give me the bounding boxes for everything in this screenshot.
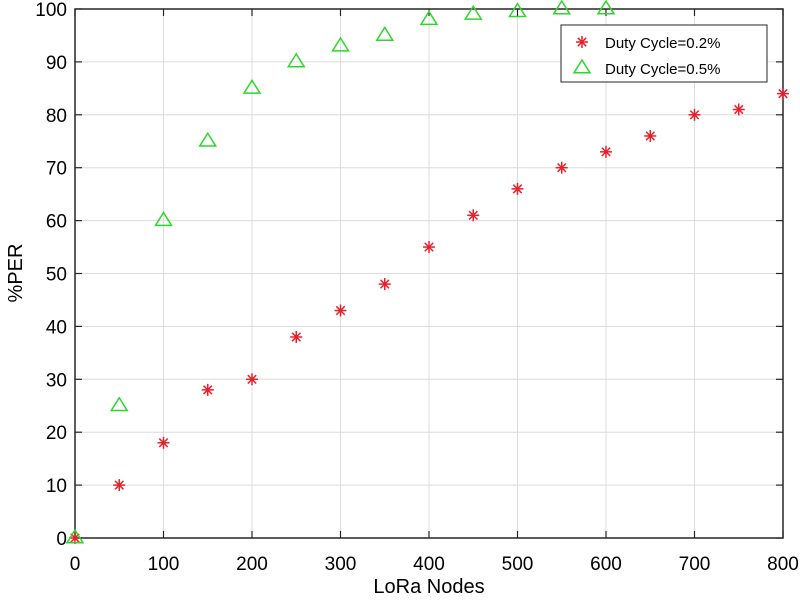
legend-box bbox=[560, 24, 768, 83]
data-point-duty-0.2 bbox=[688, 108, 701, 121]
data-point-duty-0.5 bbox=[65, 528, 85, 544]
y-tick-label: 20 bbox=[46, 423, 67, 444]
data-point-duty-0.5 bbox=[286, 52, 306, 68]
asterisk-stroke bbox=[468, 210, 478, 221]
x-tick-label: 600 bbox=[590, 554, 622, 575]
data-point-duty-0.5 bbox=[552, 0, 572, 15]
asterisk-stroke bbox=[577, 37, 587, 47]
ticks: 0 100 200 300 400 500 600 700 800 0 10 20 30 40 50 60 70… bbox=[35, 0, 799, 575]
legend: Duty Cycle=0.2% Duty Cycle=0.5% bbox=[560, 24, 768, 83]
data-point-duty-0.5 bbox=[198, 131, 218, 147]
asterisk-stroke bbox=[778, 88, 788, 99]
data-marks bbox=[65, 0, 789, 544]
data-point-duty-0.5 bbox=[375, 26, 395, 41]
asterisk-stroke bbox=[645, 131, 655, 141]
data-point-duty-0.2 bbox=[467, 209, 480, 222]
data-point-duty-0.2 bbox=[423, 241, 435, 254]
x-tick-label: 100 bbox=[148, 554, 180, 575]
x-tick-label: 400 bbox=[413, 554, 445, 575]
data-point-duty-0.2 bbox=[113, 479, 126, 492]
asterisk-stroke bbox=[557, 162, 567, 173]
data-point-duty-0.2 bbox=[201, 383, 214, 396]
x-tick-label: 0 bbox=[70, 554, 81, 575]
asterisk-stroke bbox=[512, 184, 523, 194]
data-point-duty-0.2 bbox=[555, 161, 568, 174]
data-point-duty-0.5 bbox=[596, 0, 616, 15]
data-point-duty-0.2 bbox=[378, 278, 391, 291]
y-tick-label: 10 bbox=[46, 476, 67, 497]
data-point-duty-0.2 bbox=[644, 129, 657, 142]
x-tick-label: 200 bbox=[236, 554, 268, 575]
y-tick-label: 30 bbox=[46, 370, 67, 391]
y-tick-label: 0 bbox=[56, 529, 67, 550]
y-tick-label: 70 bbox=[46, 159, 67, 180]
legend-label-0: Duty Cycle=0.2% bbox=[605, 35, 720, 52]
x-tick-label: 500 bbox=[502, 554, 534, 575]
grid bbox=[74, 8, 784, 539]
data-point-duty-0.5 bbox=[109, 396, 129, 412]
data-point-duty-0.5 bbox=[463, 4, 483, 20]
asterisk-stroke bbox=[114, 480, 124, 490]
data-point-duty-0.2 bbox=[246, 373, 258, 386]
asterisk-stroke bbox=[203, 385, 213, 395]
y-tick-label: 100 bbox=[35, 0, 67, 21]
y-tick-label: 60 bbox=[46, 212, 67, 233]
asterisk-stroke bbox=[424, 242, 434, 252]
x-tick-label: 800 bbox=[767, 554, 799, 575]
legend-marker-asterisk bbox=[576, 36, 588, 48]
data-point-duty-0.2 bbox=[732, 103, 745, 116]
asterisk-stroke bbox=[734, 104, 744, 115]
y-tick-label: 40 bbox=[46, 317, 67, 338]
legend-marker-triangle bbox=[572, 58, 592, 74]
asterisk-stroke bbox=[247, 374, 257, 385]
data-point-duty-0.5 bbox=[419, 10, 439, 26]
data-point-duty-0.2 bbox=[511, 182, 524, 195]
asterisk-stroke bbox=[291, 332, 301, 342]
asterisk-stroke bbox=[601, 147, 611, 157]
legend-label-1: Duty Cycle=0.5% bbox=[605, 61, 720, 78]
data-point-duty-0.5 bbox=[331, 36, 350, 52]
triangle-icon bbox=[572, 58, 592, 74]
data-point-duty-0.2 bbox=[157, 436, 170, 449]
x-tick-label: 300 bbox=[325, 554, 357, 575]
data-point-duty-0.5 bbox=[242, 78, 262, 94]
data-point-duty-0.5 bbox=[508, 2, 527, 18]
data-point-duty-0.2 bbox=[777, 87, 789, 100]
y-tick-label: 90 bbox=[46, 53, 67, 74]
asterisk-stroke bbox=[689, 110, 700, 120]
asterisk-stroke bbox=[380, 279, 390, 289]
asterisk-stroke bbox=[335, 305, 346, 316]
data-point-duty-0.5 bbox=[154, 211, 173, 227]
asterisk-stroke bbox=[158, 438, 169, 448]
y-axis-label: %PER bbox=[5, 244, 27, 303]
asterisk-icon bbox=[576, 36, 588, 48]
x-tick-label: 700 bbox=[679, 554, 711, 575]
data-point-duty-0.2 bbox=[334, 304, 347, 317]
y-tick-label: 80 bbox=[46, 106, 67, 127]
x-axis-label: LoRa Nodes bbox=[373, 576, 484, 598]
data-point-duty-0.2 bbox=[290, 330, 303, 343]
data-point-duty-0.2 bbox=[600, 145, 612, 158]
y-tick-label: 50 bbox=[46, 265, 67, 286]
